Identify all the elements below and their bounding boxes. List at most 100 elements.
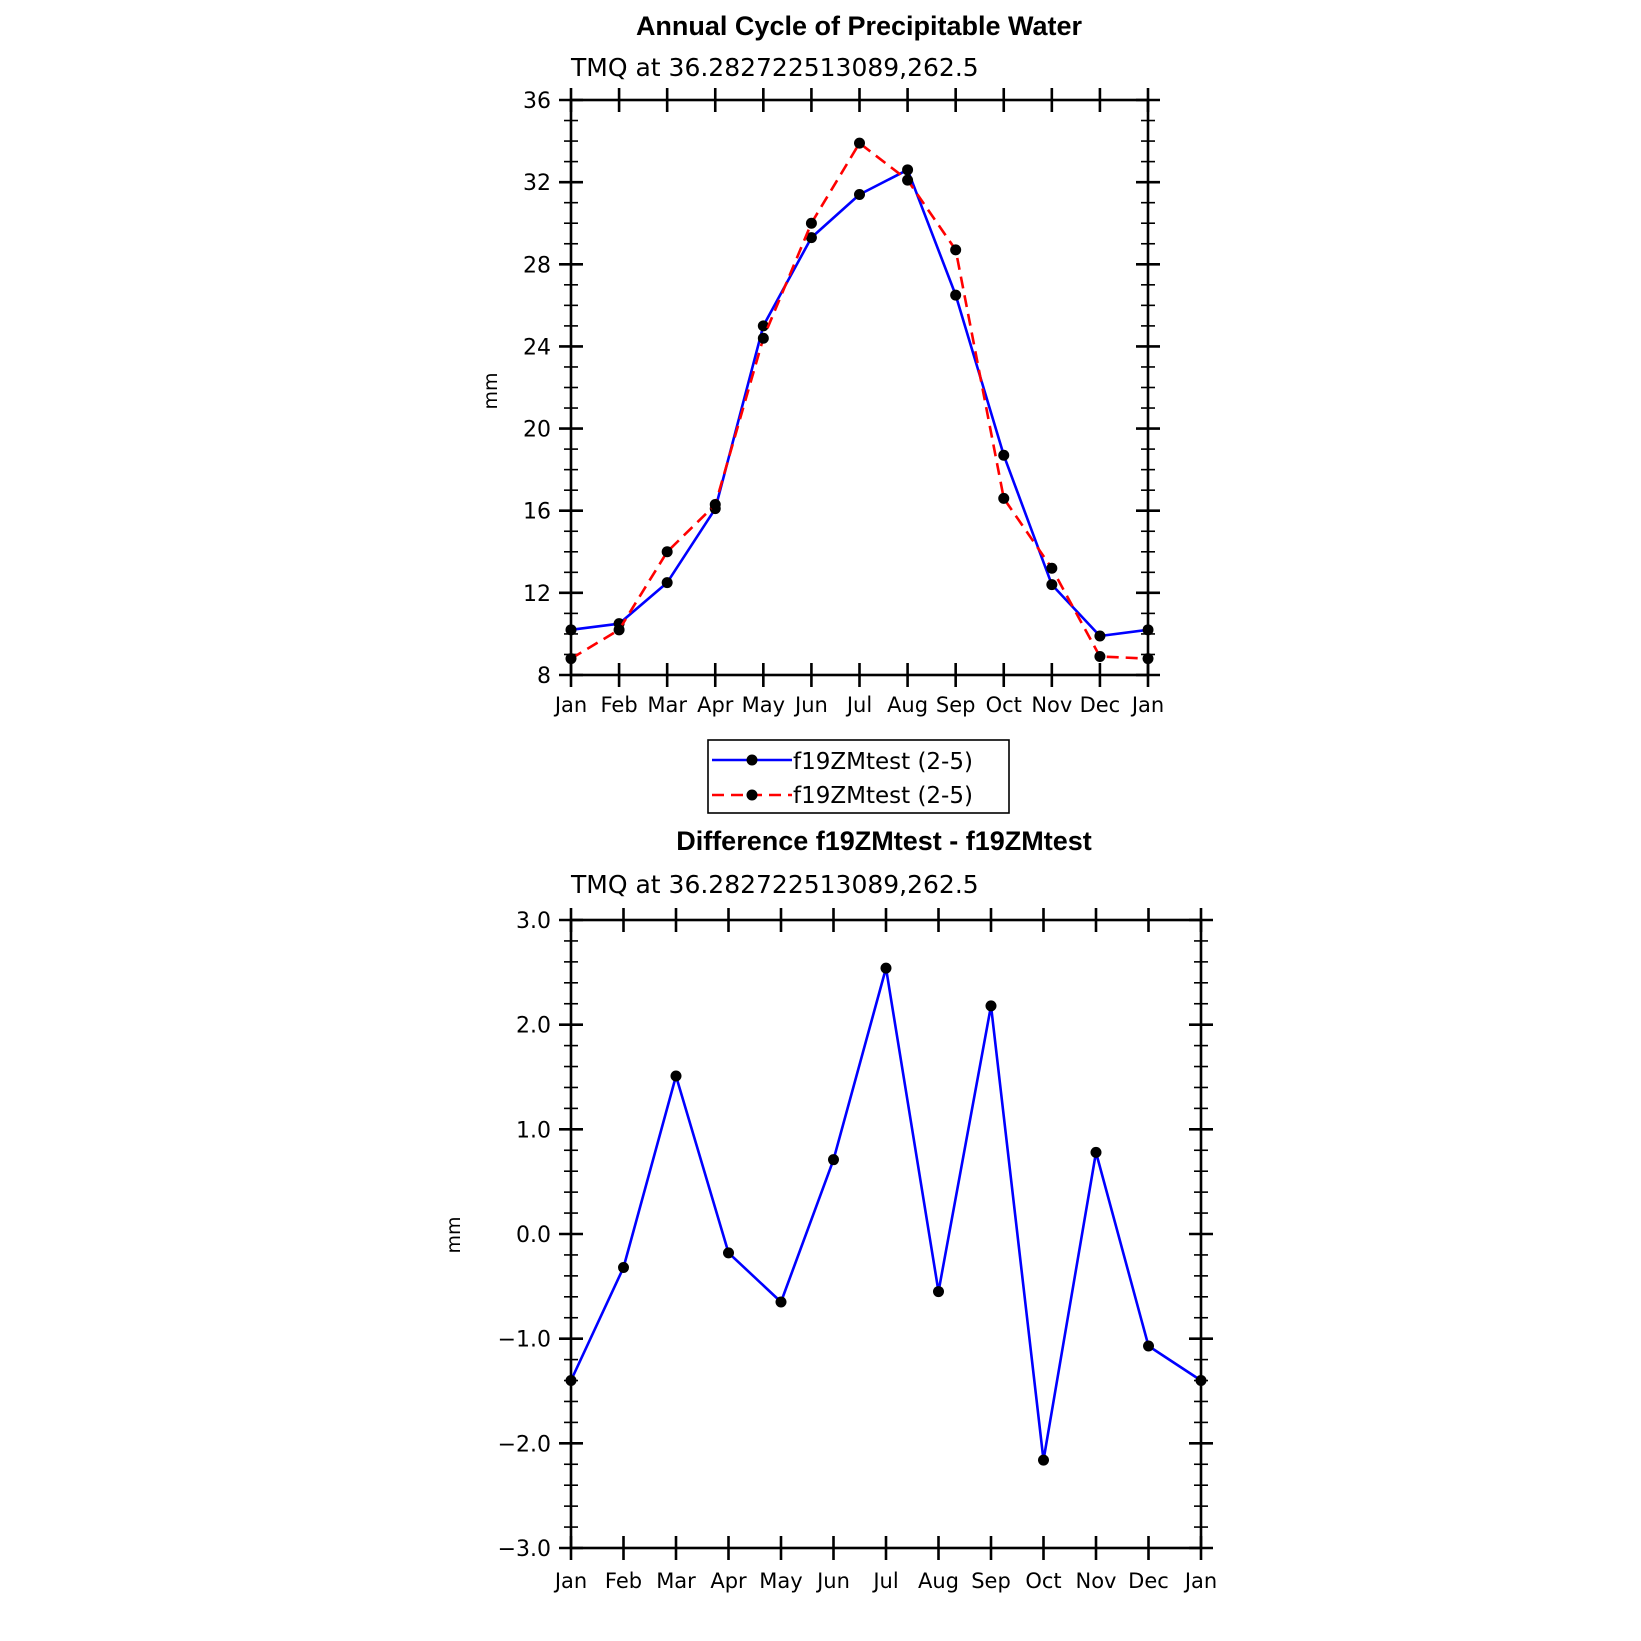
x-tick-label: Jun [815,1569,850,1593]
x-tick-label: Feb [600,693,637,717]
data-point [998,492,1010,504]
legend-box [707,739,1010,814]
legend-entry-1: f19ZMtest (2-5) [712,749,973,775]
x-tick-label: Jan [553,693,587,717]
data-point [880,962,892,974]
x-tick-label: May [742,693,785,717]
y-tick-label: 16 [523,500,551,525]
plot-area: Jan Feb Mar Apr May Jun Jul Aug Sep Oct Nov Dec Jan−… [498,908,1217,1593]
y-tick-label: −3.0 [498,1537,551,1562]
data-point [854,137,865,149]
x-tick-label: Nov [1076,1569,1117,1593]
data-point [1142,653,1154,665]
data-point [1038,1454,1049,1466]
y-tick-label: 32 [523,171,551,196]
data-point [854,188,865,200]
data-point [805,232,817,244]
legend-label-1: f19ZMtest (2-5) [793,749,973,775]
data-point [1142,624,1154,636]
x-tick-label: Sep [936,693,976,717]
series-line-2 [570,141,1149,660]
x-tick-label: Oct [986,693,1022,717]
data-point [757,332,769,344]
x-tick-label: Oct [1025,1569,1061,1593]
x-tick-label: May [759,1569,802,1593]
y-tick-label: −2.0 [498,1432,551,1457]
data-point [1046,579,1058,591]
x-tick-label: Sep [971,1569,1011,1593]
x-tick-label: Jun [793,693,828,717]
x-tick-label: Dec [1128,1569,1169,1593]
data-point [1143,1340,1154,1352]
legend-marker [746,789,758,801]
legend-label-2: f19ZMtest (2-5) [793,783,973,809]
data-point [1195,1375,1207,1387]
legend-entry-2: f19ZMtest (2-5) [712,783,973,809]
x-tick-label: Jan [1130,693,1164,717]
data-point [933,1286,944,1298]
data-point [565,624,577,636]
x-tick-label: Feb [605,1569,642,1593]
legend: f19ZMtest (2-5) f19ZMtest (2-5) [707,739,1010,814]
data-point [661,546,673,558]
x-tick-label: Apr [697,693,734,717]
difference-chart: Difference f19ZMtest - f19ZMtest TMQ at … [443,826,1217,1593]
y-tick-label: 1.0 [516,1118,551,1143]
x-tick-label: Mar [656,1569,696,1593]
x-tick-label: Dec [1080,693,1121,717]
data-point [775,1296,787,1308]
data-point [950,244,962,256]
series-line-1 [570,168,1149,638]
chart-subtitle: TMQ at 36.282722513089,262.5 [570,53,979,82]
data-point [1094,630,1106,642]
data-point [902,174,914,186]
data-point [950,289,962,301]
x-tick-label: Nov [1031,693,1072,717]
plot-area: Jan Feb Mar Apr May Jun Jul Aug Sep Oct Nov Dec Jan8… [523,88,1164,717]
y-axis-label: mm [443,1216,465,1253]
data-point [670,1070,682,1082]
y-tick-label: 2.0 [516,1014,551,1039]
legend-marker [746,754,758,766]
y-tick-label: 28 [523,253,551,278]
data-point [618,1261,629,1273]
data-point [998,449,1010,461]
y-tick-label: 12 [523,582,551,607]
y-tick-label: 3.0 [516,909,551,934]
data-point [1090,1146,1102,1158]
chart-subtitle: TMQ at 36.282722513089,262.5 [570,870,979,899]
y-tick-label: 8 [537,664,551,689]
y-tick-label: −1.0 [498,1328,551,1353]
data-point [902,164,914,176]
chart-title: Difference f19ZMtest - f19ZMtest [676,826,1092,856]
x-tick-label: Aug [887,693,928,717]
data-point [723,1247,734,1259]
x-tick-label: Jul [845,693,872,717]
data-point [565,1375,577,1387]
y-tick-label: 0.0 [516,1223,551,1248]
data-point [828,1154,839,1166]
data-point [1094,651,1106,663]
annual-cycle-chart: Annual Cycle of Precipitable Water TMQ a… [480,11,1164,717]
plot-frame [569,98,1150,677]
y-axis-label: mm [480,372,502,409]
y-tick-label: 36 [523,89,551,114]
data-point [613,624,625,636]
x-tick-label: Mar [647,693,687,717]
plot-frame [569,918,1203,1550]
x-tick-label: Apr [710,1569,747,1593]
x-tick-label: Jan [553,1569,587,1593]
data-point [565,653,577,665]
x-tick-label: Jan [1183,1569,1217,1593]
chart-title: Annual Cycle of Precipitable Water [636,11,1083,41]
y-tick-label: 24 [523,335,551,360]
data-point [709,499,721,511]
data-point [757,320,769,332]
series-line-1 [569,966,1202,1462]
data-point [1046,562,1058,574]
x-tick-label: Aug [918,1569,959,1593]
x-tick-label: Jul [871,1569,898,1593]
data-point [805,217,817,229]
data-point [985,1000,997,1012]
